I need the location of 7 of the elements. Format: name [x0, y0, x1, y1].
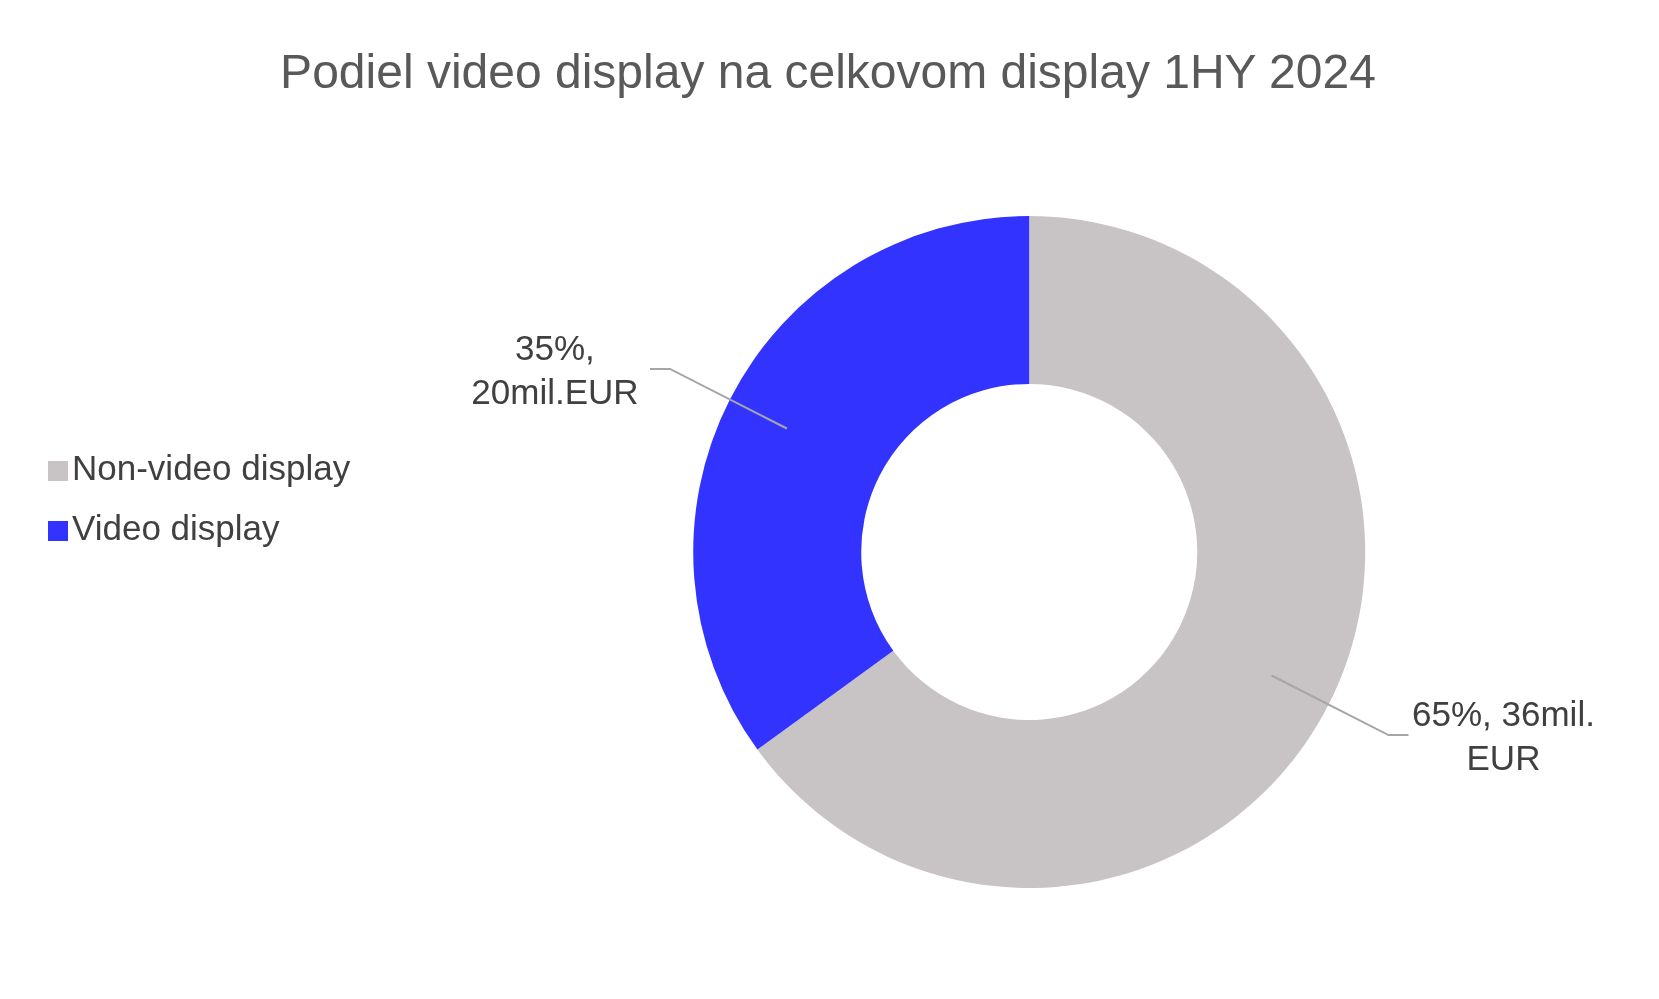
legend-label: Non-video display [72, 448, 351, 487]
data-label: 35%, 20mil.EUR [471, 327, 639, 411]
donut-slice [693, 216, 1030, 750]
legend-label: Video display [72, 508, 280, 547]
data-label: 65%, 36mil. EUR [1412, 693, 1595, 777]
donut-slice [757, 216, 1365, 888]
chart-title: Podiel video display na celkovom display 1HY 2024 [279, 44, 1377, 99]
